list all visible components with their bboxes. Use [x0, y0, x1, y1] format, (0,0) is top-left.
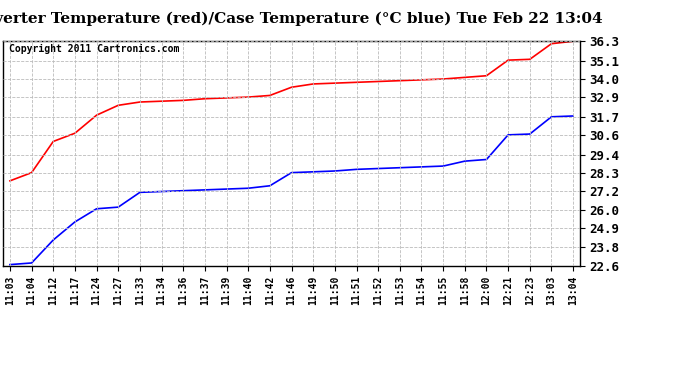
- Text: Copyright 2011 Cartronics.com: Copyright 2011 Cartronics.com: [9, 44, 179, 54]
- Text: Inverter Temperature (red)/Case Temperature (°C blue) Tue Feb 22 13:04: Inverter Temperature (red)/Case Temperat…: [0, 11, 603, 26]
